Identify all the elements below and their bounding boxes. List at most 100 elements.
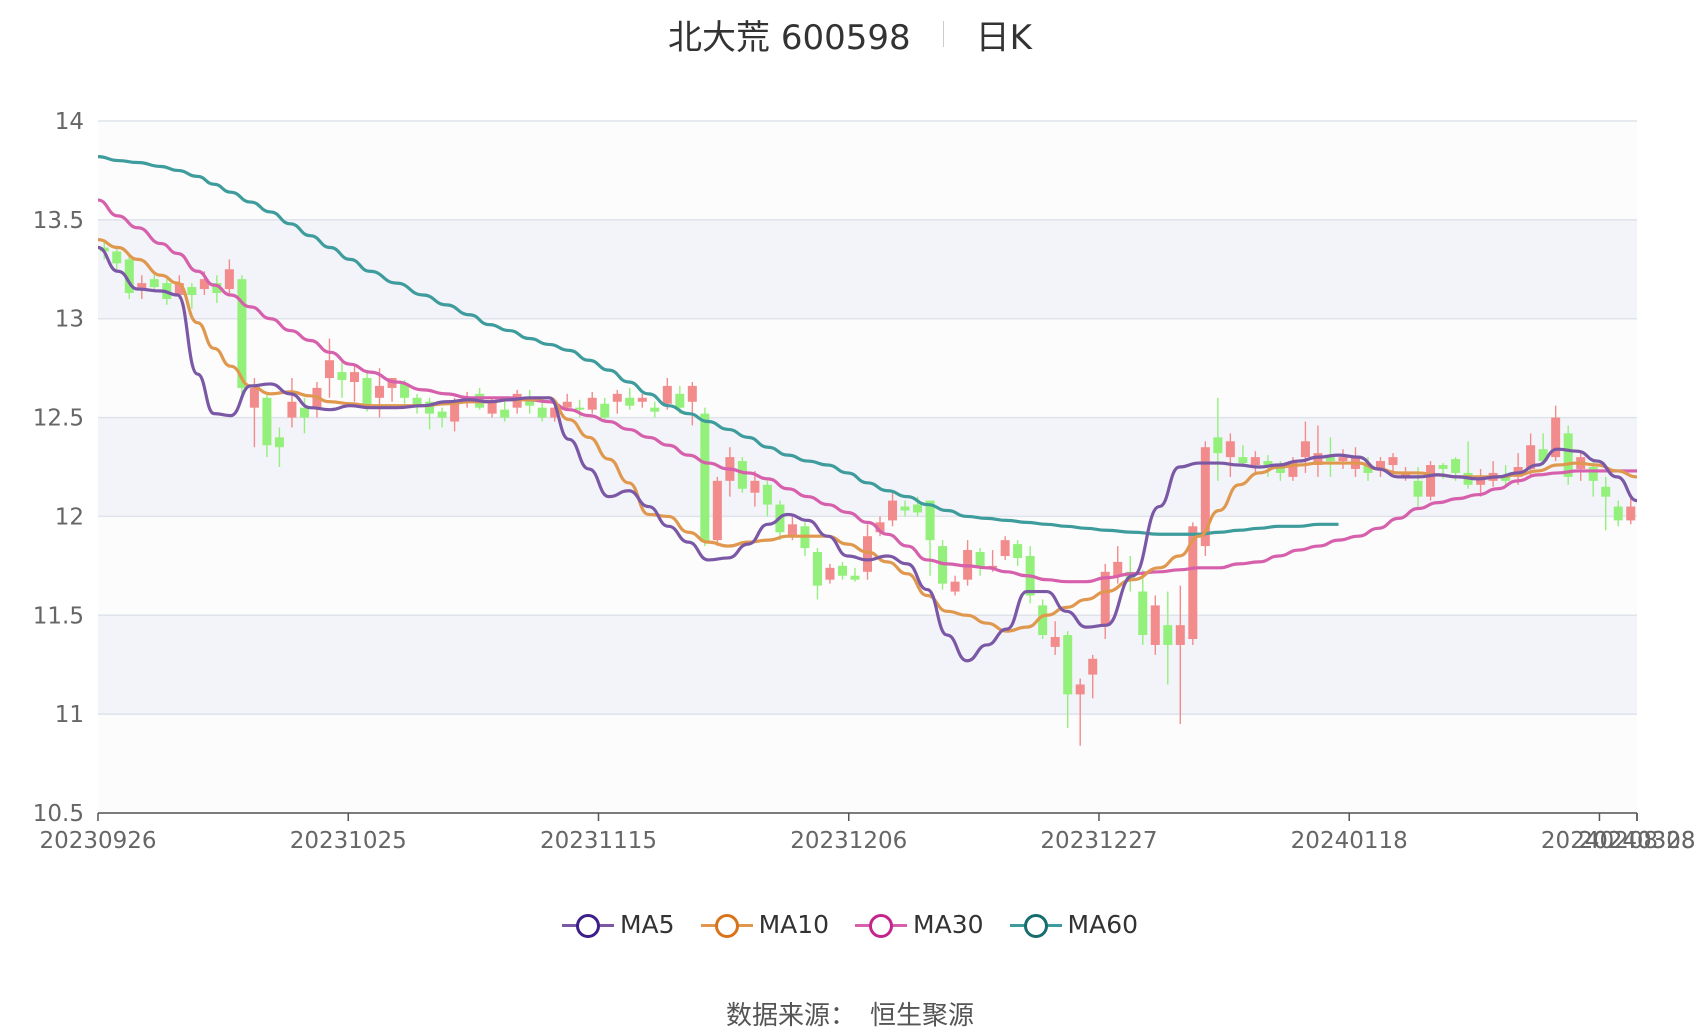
candle-body	[662, 385, 672, 404]
candle-body	[975, 552, 985, 568]
candle-body	[1163, 625, 1173, 645]
y-tick-label: 11	[55, 702, 84, 728]
candle-body	[1213, 437, 1223, 454]
candle-body	[1551, 417, 1561, 458]
candle-body	[650, 407, 660, 412]
candle-body	[124, 259, 134, 294]
legend-swatch-ma5	[561, 913, 614, 938]
legend-item-ma30[interactable]: MA30	[855, 910, 984, 939]
candle-body	[850, 575, 860, 580]
candle-body	[1200, 447, 1210, 547]
candle-body	[1038, 605, 1048, 636]
legend-label-ma30: MA30	[913, 910, 984, 939]
candle-body	[212, 283, 222, 294]
candle-body	[675, 393, 685, 408]
candle-body	[625, 397, 635, 406]
y-tick-label: 12.5	[33, 406, 84, 432]
candle-body	[700, 413, 710, 543]
candle-body	[299, 407, 309, 418]
candle-body	[1063, 635, 1073, 695]
candle-body	[137, 283, 147, 290]
candle-body	[687, 385, 697, 402]
candle-body	[1501, 476, 1511, 481]
y-tick-label: 11.5	[33, 603, 84, 629]
x-tick-label: 20240208	[1541, 828, 1658, 854]
legend-item-ma5[interactable]: MA5	[561, 910, 675, 939]
candle-body	[750, 480, 760, 493]
candle-body	[612, 393, 622, 402]
candle-body	[1426, 465, 1436, 497]
candle-body	[575, 407, 585, 410]
y-tick-label: 12	[55, 504, 84, 530]
title-separator	[942, 21, 944, 47]
candle-body	[1263, 461, 1273, 467]
legend: MA5 MA10 MA30 MA60	[0, 910, 1700, 939]
candle-body	[1275, 467, 1285, 473]
candle-body	[187, 287, 197, 295]
candle-body	[1626, 506, 1636, 521]
candle-body	[375, 385, 385, 398]
candle-body	[950, 581, 960, 592]
candle-body	[900, 506, 910, 511]
candle-body	[1563, 433, 1573, 477]
candle-body	[1401, 472, 1411, 477]
legend-swatch-ma60	[1009, 913, 1062, 938]
candle-body	[237, 279, 247, 388]
candle-body	[1300, 441, 1310, 458]
candle-body	[925, 500, 935, 541]
candle-body	[825, 567, 835, 580]
candle-body	[199, 279, 209, 290]
legend-swatch-ma10	[700, 913, 753, 938]
candle-body	[274, 437, 284, 448]
candle-body	[1313, 453, 1323, 466]
candle-body	[875, 522, 885, 533]
x-tick-label: 20240328	[1578, 828, 1695, 854]
y-tick-label: 13	[55, 307, 84, 333]
candle-body	[324, 360, 334, 379]
candle-body	[1613, 506, 1623, 521]
candle-body	[737, 461, 747, 489]
x-tick-label: 20230926	[39, 828, 156, 854]
candle-body	[1538, 449, 1548, 462]
candle-body	[1050, 637, 1060, 647]
x-tick-label: 20231206	[790, 828, 907, 854]
candle-body	[287, 401, 297, 418]
candle-body	[1138, 591, 1148, 636]
candle-body	[349, 372, 360, 382]
candle-body	[913, 504, 923, 513]
legend-item-ma10[interactable]: MA10	[700, 910, 829, 939]
y-tick-label: 14	[55, 109, 84, 135]
candle-body	[787, 524, 797, 537]
candle-body	[862, 536, 873, 572]
data-source: 数据来源： 恒生聚源	[0, 995, 1700, 1032]
x-tick-label: 20231227	[1040, 828, 1157, 854]
legend-item-ma60[interactable]: MA60	[1009, 910, 1138, 939]
candle-body	[1601, 486, 1611, 497]
x-tick-label: 20231025	[290, 828, 407, 854]
candle-body	[1013, 544, 1023, 558]
candle-body	[249, 387, 259, 408]
candle-body	[1175, 625, 1185, 645]
candle-body	[1438, 465, 1448, 469]
candle-body	[1188, 526, 1198, 640]
candle-body	[537, 407, 547, 418]
plot-band	[98, 219, 1637, 319]
candle-body	[1588, 467, 1598, 481]
chart-title: 北大荒 600598 日K	[0, 8, 1700, 60]
candle-body	[437, 411, 447, 418]
candle-body	[362, 378, 372, 406]
candle-body	[525, 397, 535, 406]
candle-body	[587, 397, 597, 410]
candle-body	[562, 401, 572, 408]
candle-body	[337, 372, 347, 381]
candle-body	[712, 480, 722, 541]
y-tick-label: 10.5	[33, 801, 84, 827]
candle-body	[1451, 459, 1461, 473]
candle-body	[412, 397, 422, 406]
y-tick-label: 13.5	[33, 208, 84, 234]
ma60-line	[97, 154, 1339, 536]
candle-body	[1238, 457, 1248, 464]
candle-body	[888, 500, 898, 521]
candle-body	[988, 565, 998, 568]
